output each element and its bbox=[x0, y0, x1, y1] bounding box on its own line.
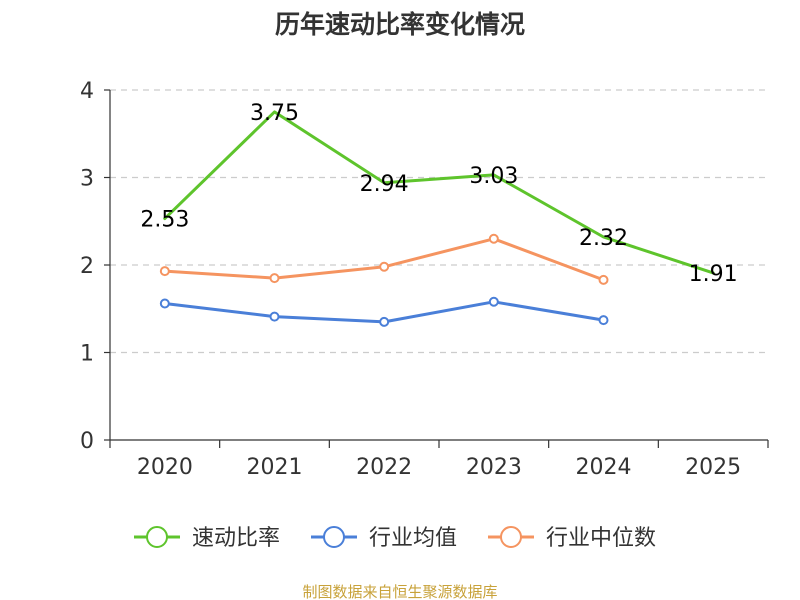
data-point bbox=[598, 274, 609, 285]
data-label: 3.75 bbox=[250, 101, 299, 126]
series bbox=[159, 110, 715, 327]
data-point bbox=[269, 273, 280, 284]
x-tick-label: 2023 bbox=[466, 455, 522, 480]
data-labels: 2.53 3.75 2.94 3.03 2.32 1.91 bbox=[140, 101, 737, 287]
data-point bbox=[159, 266, 170, 277]
legend-label: 速动比率 bbox=[192, 526, 280, 551]
legend-marker bbox=[146, 526, 168, 548]
legend-label: 行业均值 bbox=[369, 526, 457, 551]
chart-title: 历年速动比率变化情况 bbox=[275, 10, 525, 39]
data-point bbox=[379, 261, 390, 272]
legend-marker bbox=[323, 526, 345, 548]
legend-item-2[interactable]: 行业中位数 bbox=[488, 526, 656, 551]
series-line-2 bbox=[163, 237, 605, 282]
y-tick-label: 1 bbox=[80, 342, 94, 367]
data-label: 2.94 bbox=[360, 172, 409, 197]
data-label: 2.32 bbox=[579, 226, 628, 251]
data-point bbox=[269, 311, 280, 322]
data-point bbox=[598, 315, 609, 326]
y-tick-label: 4 bbox=[80, 79, 94, 104]
data-point bbox=[488, 296, 499, 307]
y-tick-label: 0 bbox=[80, 429, 94, 454]
y-tick-label: 2 bbox=[80, 254, 94, 279]
legend-marker bbox=[500, 526, 522, 548]
x-tick-label: 2022 bbox=[356, 455, 412, 480]
legend-label: 行业中位数 bbox=[546, 526, 656, 551]
axes: 0 1 2 3 4 2020 2021 2022 2023 2024 2025 bbox=[80, 79, 769, 480]
x-tick-label: 2021 bbox=[247, 455, 303, 480]
legend-item-0[interactable]: 速动比率 bbox=[134, 526, 280, 551]
data-point bbox=[379, 316, 390, 327]
data-point bbox=[488, 233, 499, 244]
x-tick-label: 2020 bbox=[137, 455, 193, 480]
x-tick-label: 2025 bbox=[685, 455, 741, 480]
legend-item-1[interactable]: 行业均值 bbox=[311, 526, 457, 551]
legend[interactable]: 速动比率 行业均值 行业中位数 bbox=[134, 526, 656, 551]
data-label: 3.03 bbox=[469, 164, 518, 189]
series-line-0 bbox=[163, 110, 715, 275]
data-source-note: 制图数据来自恒生聚源数据库 bbox=[302, 583, 497, 600]
y-tick-label: 3 bbox=[80, 167, 94, 192]
data-label: 1.91 bbox=[689, 262, 738, 287]
data-label: 2.53 bbox=[140, 208, 189, 233]
data-point bbox=[159, 298, 170, 309]
x-tick-label: 2024 bbox=[576, 455, 632, 480]
